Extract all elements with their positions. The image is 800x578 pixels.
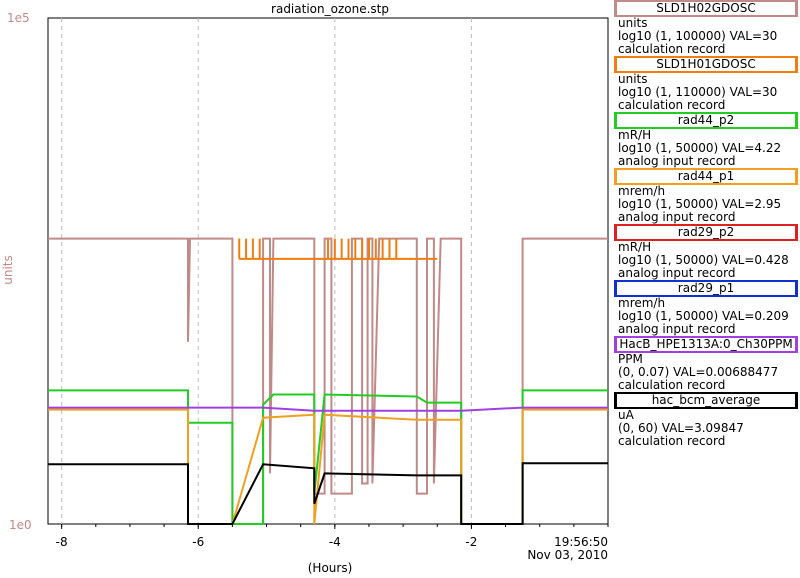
legend-entry[interactable]: hac_bcm_average uA (0, 60) VAL=3.09847 calc…	[612, 392, 800, 448]
legend-detail: log10 (1, 50000) VAL=0.428	[618, 253, 789, 267]
legend-signal-name[interactable]: SLD1H02GDOSC	[614, 0, 798, 17]
legend-detail: log10 (1, 110000) VAL=30	[618, 85, 778, 99]
x-end-time: 19:56:50	[554, 535, 608, 549]
x-tick-label: -4	[329, 535, 341, 549]
plot-area[interactable]	[47, 17, 609, 525]
legend-entry[interactable]: SLD1H02GDOSC units log10 (1, 100000) VAL=3…	[612, 0, 800, 56]
legend-detail: mR/H	[618, 240, 652, 254]
x-axis-ticks: -8 -6 -4 -2	[56, 524, 609, 549]
legend-detail: mrem/h	[618, 184, 666, 198]
legend-detail: (0, 0.07) VAL=0.00688477	[618, 365, 779, 379]
legend-signal-name[interactable]: HacB_HPE1313A:0_Ch30PPM	[614, 336, 798, 353]
x-axis-label: (Hours)	[308, 561, 353, 575]
legend-signal-name[interactable]: SLD1H01GDOSC	[614, 56, 798, 73]
legend-detail: calculation record	[618, 378, 726, 392]
legend-detail: log10 (1, 50000) VAL=4.22	[618, 141, 782, 155]
legend-detail: mR/H	[618, 128, 652, 142]
legend-detail: uA	[618, 408, 634, 422]
chart-title: radiation_ozone.stp	[271, 2, 389, 16]
legend-detail: analog input record	[618, 322, 736, 336]
legend-entry[interactable]: rad29_p2 mR/H log10 (1, 50000) VAL=0.428 an…	[612, 224, 800, 280]
legend-signal-name[interactable]: rad29_p2	[614, 224, 798, 241]
y-top-label: 1e5	[7, 11, 30, 25]
legend-detail: analog input record	[618, 266, 736, 280]
legend-detail: PPM	[618, 352, 643, 366]
legend-entry[interactable]: HacB_HPE1313A:0_Ch30PPM PPM (0, 0.07) VAL=…	[612, 336, 800, 392]
series-line	[48, 462, 608, 525]
legend-detail: analog input record	[618, 154, 736, 168]
legend-detail: log10 (1, 50000) VAL=0.209	[618, 309, 789, 323]
legend-entry[interactable]: rad44_p1 mrem/h log10 (1, 50000) VAL=2.95 a…	[612, 168, 800, 224]
legend-entry[interactable]: rad44_p2 mR/H log10 (1, 50000) VAL=4.22 ana…	[612, 112, 800, 168]
legend-signal-name[interactable]: rad29_p1	[614, 280, 798, 297]
x-end-date: Nov 03, 2010	[527, 548, 608, 562]
legend-signal-name[interactable]: hac_bcm_average	[614, 392, 798, 409]
x-tick-label: -2	[465, 535, 477, 549]
legend-detail: calculation record	[618, 98, 726, 112]
legend-entry[interactable]: rad29_p1 mrem/h log10 (1, 50000) VAL=0.209…	[612, 280, 800, 336]
legend-detail: log10 (1, 50000) VAL=2.95	[618, 197, 782, 211]
y-bottom-label: 1e0	[9, 518, 32, 532]
legend-detail: units	[618, 72, 648, 86]
legend-detail: (0, 60) VAL=3.09847	[618, 421, 744, 435]
x-tick-label: -8	[56, 535, 68, 549]
legend-detail: log10 (1, 100000) VAL=30	[618, 29, 778, 43]
y-axis-label: units	[1, 255, 15, 285]
legend-detail: analog input record	[618, 210, 736, 224]
signal-legend: SLD1H02GDOSC units log10 (1, 100000) VAL=3…	[612, 0, 800, 578]
legend-signal-name[interactable]: rad44_p2	[614, 112, 798, 129]
x-tick-label: -6	[192, 535, 204, 549]
legend-detail: units	[618, 16, 648, 30]
legend-detail: mrem/h	[618, 296, 666, 310]
legend-signal-name[interactable]: rad44_p1	[614, 168, 798, 185]
legend-entry[interactable]: SLD1H01GDOSC units log10 (1, 110000) VAL=3…	[612, 56, 800, 112]
plot-frame	[47, 17, 609, 525]
legend-detail: calculation record	[618, 42, 726, 56]
series-line	[48, 406, 608, 412]
legend-detail: calculation record	[618, 434, 726, 448]
